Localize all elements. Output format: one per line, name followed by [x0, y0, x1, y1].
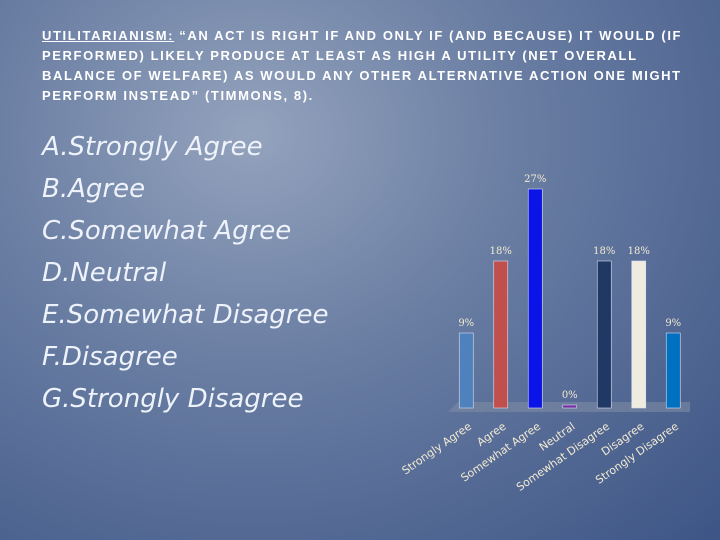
bar — [631, 260, 647, 409]
data-label: 18% — [490, 246, 512, 257]
data-label: 18% — [593, 246, 615, 257]
answer-text: Somewhat Agree — [68, 216, 292, 246]
heading-label: UTILITARIANISM: — [42, 28, 175, 43]
bar — [562, 404, 578, 409]
heading: UTILITARIANISM: “AN ACT IS RIGHT IF AND … — [42, 26, 692, 106]
bar — [527, 188, 543, 409]
heading-text: “AN ACT IS RIGHT IF AND ONLY IF (AND BEC… — [42, 28, 683, 103]
answer-letter: D. — [42, 258, 71, 288]
answer-item: E.Somewhat Disagree — [42, 294, 328, 336]
answer-text: Strongly Agree — [68, 132, 263, 162]
bar — [596, 260, 612, 409]
answer-text: Neutral — [70, 258, 167, 288]
answer-letter: B. — [42, 174, 69, 204]
answer-text: Disagree — [61, 342, 178, 372]
answer-item: C.Somewhat Agree — [42, 210, 328, 252]
bar — [458, 332, 474, 409]
data-label: 27% — [524, 174, 546, 185]
answer-letter: A. — [42, 132, 69, 162]
answer-item: G.Strongly Disagree — [42, 378, 328, 420]
answer-letter: G. — [42, 384, 71, 414]
bar — [665, 332, 681, 409]
answer-item: B.Agree — [42, 168, 328, 210]
x-tick-label: Strongly Agree — [400, 420, 475, 478]
answer-letter: E. — [42, 300, 67, 330]
data-label: 0% — [562, 390, 578, 401]
answer-text: Agree — [68, 174, 146, 204]
answer-letter: C. — [42, 216, 69, 246]
answer-text: Somewhat Disagree — [66, 300, 329, 330]
answer-list: A.Strongly Agree B.Agree C.Somewhat Agree D… — [42, 126, 328, 420]
data-label: 18% — [628, 246, 650, 257]
answer-item: F.Disagree — [42, 336, 328, 378]
answer-letter: F. — [42, 342, 62, 372]
answer-item: A.Strongly Agree — [42, 126, 328, 168]
data-label: 9% — [665, 318, 681, 329]
answer-item: D.Neutral — [42, 252, 328, 294]
data-label: 9% — [458, 318, 474, 329]
bar — [493, 260, 509, 409]
answer-text: Strongly Disagree — [70, 384, 304, 414]
